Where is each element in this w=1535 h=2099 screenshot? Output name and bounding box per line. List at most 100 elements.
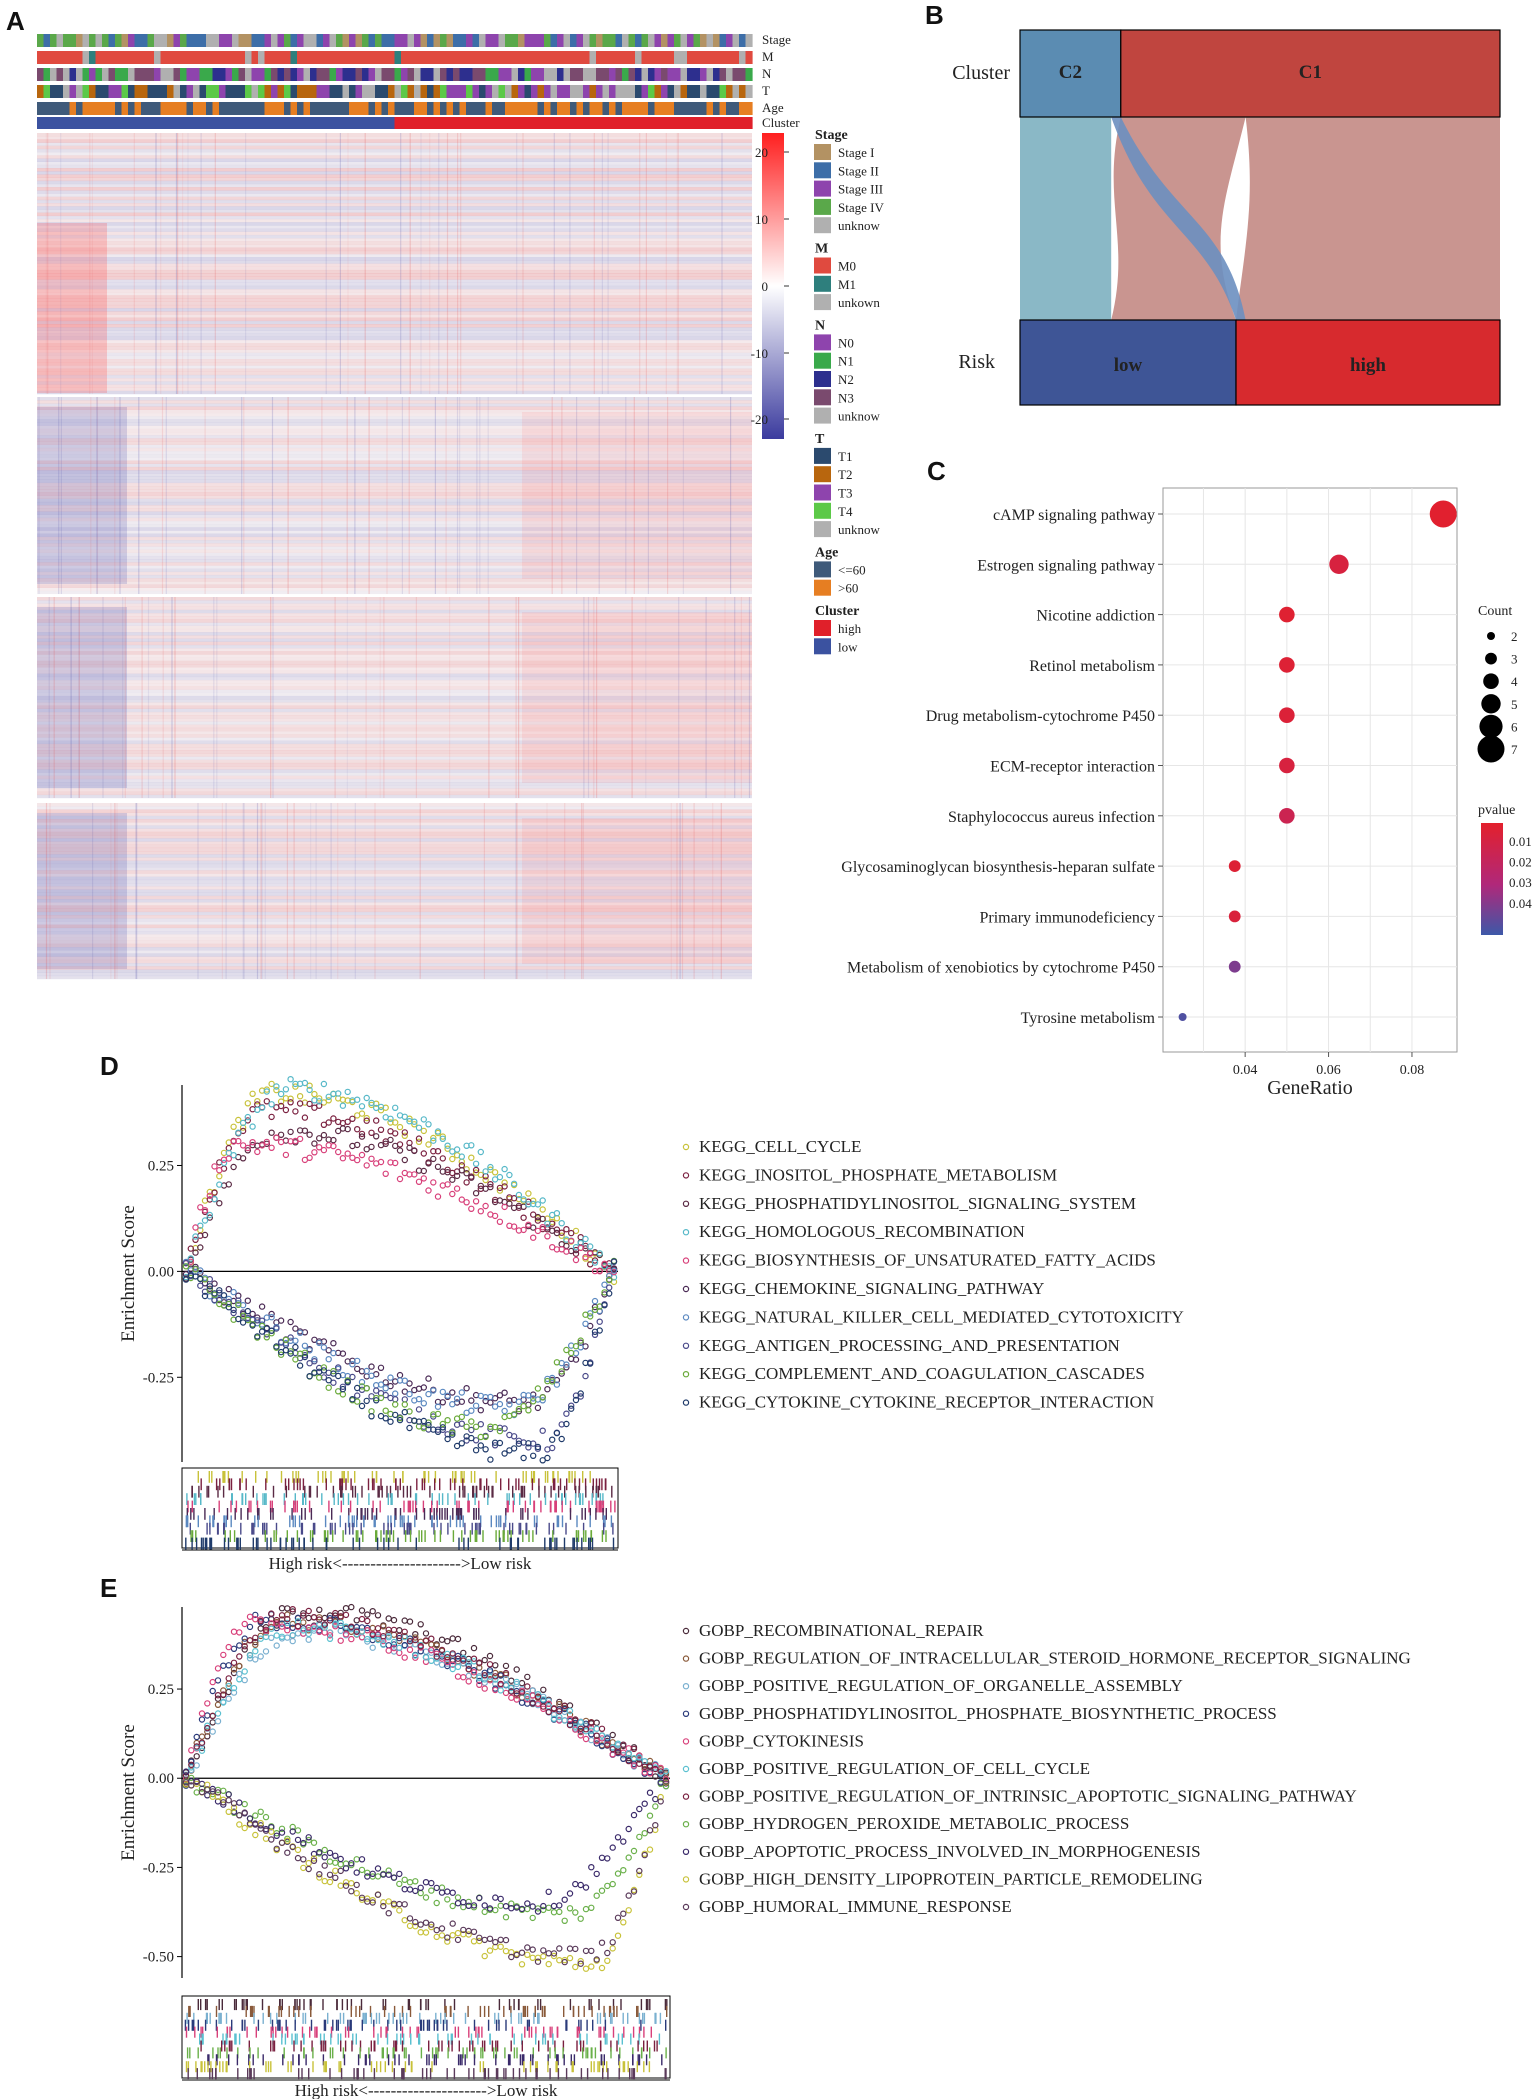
- es-point: [287, 1318, 294, 1326]
- annotation-cell: [661, 68, 669, 81]
- es-point: [492, 1676, 499, 1683]
- annotation-cell: [277, 51, 285, 64]
- es-point: [428, 1635, 435, 1642]
- annotation-cell: [89, 34, 97, 47]
- es-point: [529, 1914, 536, 1922]
- es-point: [460, 1673, 467, 1681]
- heatmap-row: [37, 492, 752, 496]
- es-point: [591, 1331, 599, 1339]
- es-point: [373, 1397, 380, 1404]
- es-point: [468, 1407, 475, 1414]
- es-point: [252, 1656, 259, 1663]
- legend-swatch: [814, 352, 831, 369]
- annotation-cell: [329, 34, 337, 47]
- heatmap-row: [37, 953, 752, 957]
- annotation-cell: [602, 68, 610, 81]
- annotation-cell: [258, 34, 266, 47]
- es-point: [449, 1155, 456, 1163]
- annotation-cell: [37, 34, 45, 47]
- es-point: [335, 1148, 342, 1156]
- es-point: [380, 1623, 387, 1630]
- es-point: [417, 1921, 424, 1928]
- heatmap-row: [37, 403, 752, 407]
- es-point: [392, 1130, 399, 1137]
- legend-swatch: [814, 389, 831, 406]
- annotation-cell: [498, 51, 506, 64]
- heatmap-column: [78, 597, 80, 798]
- es-point: [598, 1939, 606, 1946]
- es-point: [326, 1858, 334, 1865]
- annotation-cell: [323, 102, 331, 115]
- es-point: [257, 1653, 264, 1660]
- es-point: [460, 1649, 467, 1657]
- annotation-cell: [342, 117, 350, 129]
- annotation-cell: [323, 51, 331, 64]
- heatmap-column: [364, 133, 366, 394]
- es-point: [192, 1236, 199, 1244]
- heatmap-column: [678, 597, 680, 798]
- enrichment-dot: [1178, 1013, 1187, 1021]
- heatmap-row: [37, 289, 752, 293]
- es-point: [246, 1637, 254, 1644]
- es-point: [306, 1131, 313, 1138]
- heatmap-row: [37, 549, 752, 553]
- es-point: [458, 1440, 465, 1447]
- es-point: [390, 1874, 398, 1881]
- annotation-cell: [407, 85, 415, 98]
- legend-marker: [682, 1285, 690, 1293]
- annotation-cell: [82, 117, 90, 129]
- annotation-cell: [537, 68, 545, 81]
- es-point: [344, 1150, 351, 1157]
- es-point: [262, 1827, 270, 1834]
- heatmap-row: [37, 937, 752, 941]
- es-point: [216, 1287, 223, 1294]
- es-point: [425, 1121, 432, 1128]
- annotation-cell: [674, 51, 682, 64]
- es-point: [284, 1619, 291, 1627]
- annotation-cell: [745, 117, 753, 129]
- es-point: [301, 1079, 309, 1087]
- annotation-cell: [420, 85, 428, 98]
- legend-marker: [682, 1765, 690, 1773]
- es-point: [268, 1327, 275, 1334]
- es-point: [513, 1678, 520, 1686]
- es-point: [515, 1405, 523, 1413]
- es-point: [458, 1167, 465, 1174]
- count-legend-label: 2: [1511, 629, 1518, 644]
- annotation-cell: [401, 117, 409, 129]
- es-point: [401, 1901, 408, 1908]
- annotation-cell: [199, 117, 207, 129]
- annotation-cell: [745, 51, 753, 64]
- es-point: [377, 1103, 385, 1111]
- es-point: [593, 1740, 600, 1747]
- legend-item-label: <=60: [838, 562, 866, 577]
- annotation-cell: [466, 117, 474, 129]
- es-point: [606, 1276, 613, 1284]
- legend-marker: [682, 1848, 690, 1856]
- legend-marker: [682, 1200, 690, 1208]
- es-point: [204, 1781, 211, 1789]
- es-point: [609, 1844, 616, 1851]
- es-point: [249, 1322, 256, 1329]
- es-point: [263, 1334, 270, 1341]
- es-point: [502, 1689, 510, 1697]
- annotation-cell: [713, 34, 721, 47]
- annotation-cell: [440, 117, 448, 129]
- annotation-cell: [362, 68, 370, 81]
- annotation-cell: [349, 34, 357, 47]
- es-point: [294, 1846, 302, 1854]
- annotation-cell: [485, 68, 493, 81]
- annotation-cell: [134, 102, 142, 115]
- es-point: [294, 1622, 302, 1630]
- legend-item-label: unknow: [838, 409, 881, 424]
- es-point: [525, 1444, 532, 1451]
- heatmap-column: [569, 133, 571, 394]
- annotation-cell: [511, 85, 519, 98]
- x-axis-title: GeneRatio: [1267, 1077, 1353, 1099]
- heatmap-column: [174, 597, 176, 798]
- annotation-cell: [258, 102, 266, 115]
- heatmap-row: [37, 225, 752, 229]
- annotation-cell: [336, 51, 344, 64]
- annotation-cell: [427, 85, 435, 98]
- es-point: [454, 1663, 462, 1671]
